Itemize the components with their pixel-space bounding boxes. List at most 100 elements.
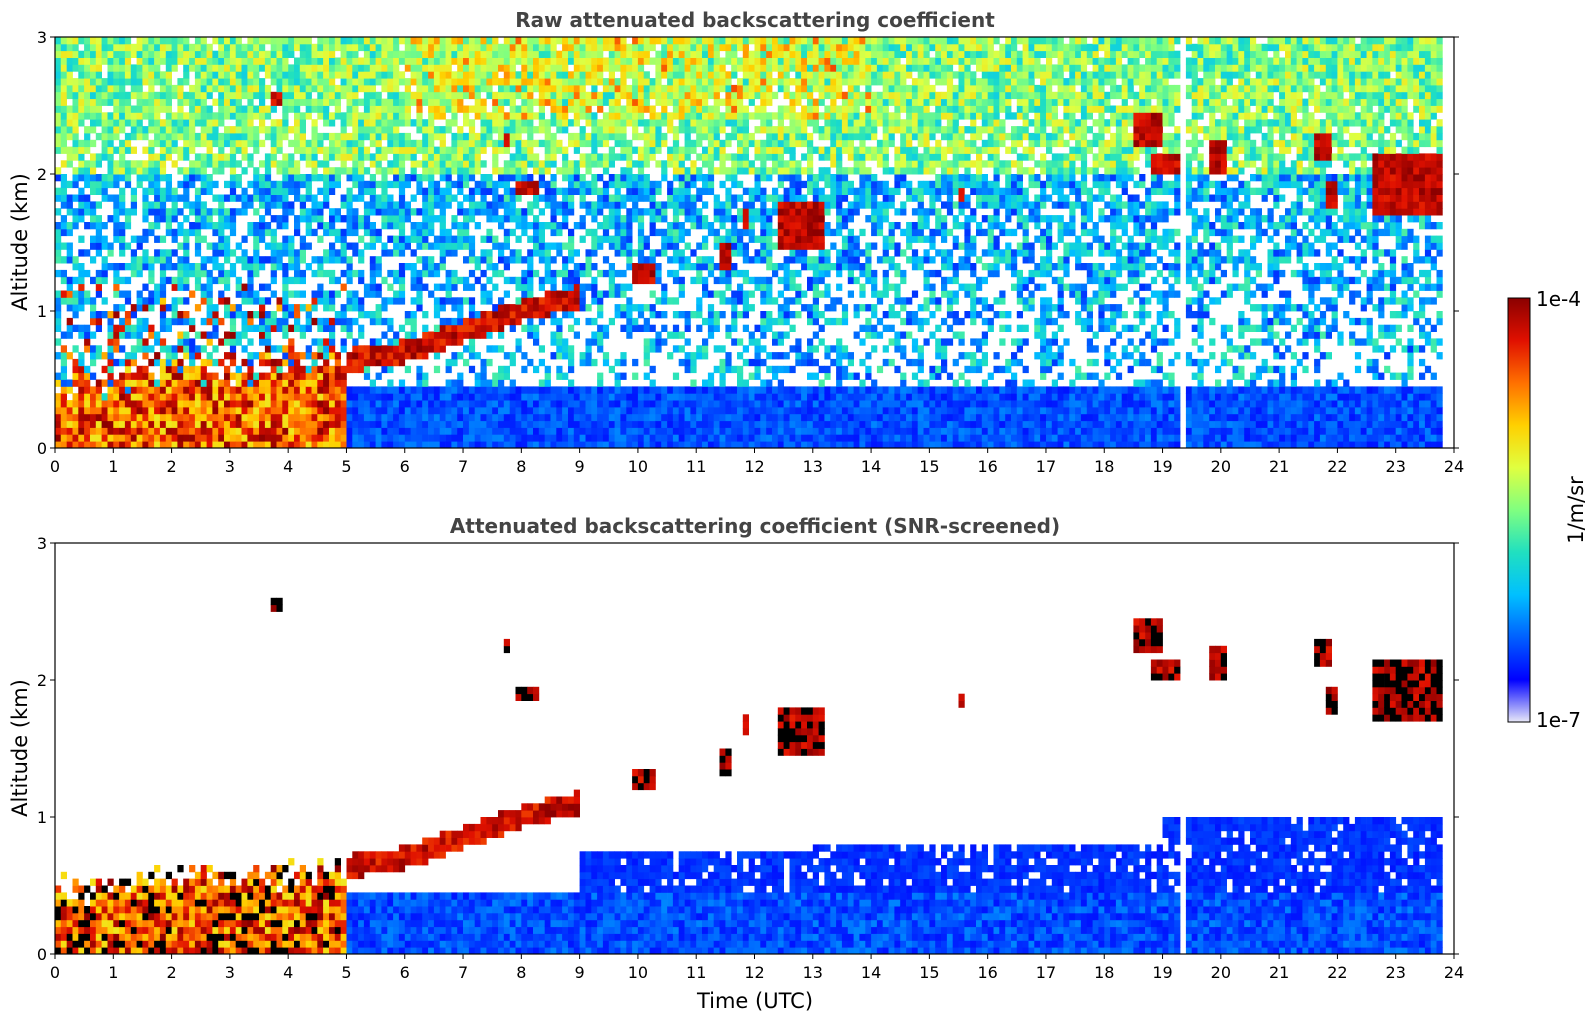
heatmap-cell <box>562 112 569 120</box>
heatmap-cell <box>60 180 67 189</box>
heatmap-cell <box>224 386 231 394</box>
heatmap-cell <box>107 317 114 326</box>
heatmap-cell <box>60 160 67 168</box>
heatmap-cell <box>124 57 132 65</box>
heatmap-cell <box>183 345 190 353</box>
heatmap-cell <box>346 187 353 195</box>
heatmap-cell <box>550 50 557 58</box>
heatmap-cell <box>632 420 639 428</box>
heatmap-cell <box>323 222 330 230</box>
heatmap-cell <box>637 43 645 52</box>
heatmap-cell <box>498 146 505 154</box>
heatmap-cell <box>235 119 242 127</box>
heatmap-cell <box>672 174 680 182</box>
heatmap-cell <box>113 413 120 422</box>
heatmap-cell <box>672 208 680 216</box>
heatmap-cell <box>375 420 382 428</box>
heatmap-cell <box>410 434 417 442</box>
heatmap-cell <box>259 379 266 387</box>
heatmap-cell <box>492 434 499 442</box>
heatmap-cell <box>393 174 400 182</box>
heatmap-cell <box>655 160 662 168</box>
heatmap-cell <box>503 132 510 141</box>
heatmap-cell <box>690 441 697 449</box>
heatmap-cell <box>194 208 202 216</box>
heatmap-cell <box>363 208 371 216</box>
heatmap-cell <box>486 400 493 408</box>
heatmap-cell <box>253 187 260 195</box>
heatmap-cell <box>235 98 242 106</box>
heatmap-cell <box>398 400 406 408</box>
heatmap-cell <box>684 406 691 415</box>
heatmap-cell <box>346 406 353 415</box>
heatmap-cell <box>305 112 312 120</box>
heatmap-cell <box>177 317 184 326</box>
heatmap-cell <box>661 311 668 319</box>
heatmap-cell <box>84 64 91 72</box>
heatmap-cell <box>346 434 353 442</box>
heatmap-cell <box>661 228 668 237</box>
heatmap-cell <box>253 57 260 65</box>
heatmap-cell <box>183 413 190 422</box>
heatmap-cell <box>159 194 167 202</box>
heatmap-cell <box>457 132 464 141</box>
heatmap-cell <box>486 91 493 100</box>
heatmap-cell <box>329 91 336 100</box>
heatmap-cell <box>212 139 219 148</box>
heatmap-cell <box>672 297 680 305</box>
heatmap-cell <box>206 43 213 52</box>
heatmap-cell <box>259 201 266 209</box>
heatmap-cell <box>439 98 446 106</box>
heatmap-cell <box>329 249 336 257</box>
heatmap-cell <box>393 50 400 58</box>
heatmap-cell <box>165 139 172 148</box>
heatmap-cell <box>451 57 458 65</box>
heatmap-cell <box>194 228 202 237</box>
heatmap-cell <box>620 269 627 278</box>
heatmap-cell <box>78 139 85 148</box>
heatmap-cell <box>247 283 254 291</box>
heatmap-cell <box>253 37 260 45</box>
heatmap-cell <box>142 78 149 86</box>
heatmap-cell <box>439 406 446 415</box>
heatmap-cell <box>130 84 137 93</box>
heatmap-cell <box>317 413 324 422</box>
heatmap-cell <box>200 71 207 79</box>
heatmap-cell <box>229 167 237 175</box>
heatmap-cell <box>78 297 85 305</box>
heatmap-cell <box>154 167 161 175</box>
heatmap-cell <box>159 427 167 435</box>
heatmap-cell <box>410 345 417 353</box>
heatmap-cell <box>620 283 627 291</box>
heatmap-cell <box>521 43 528 52</box>
heatmap-cell <box>428 126 435 134</box>
heatmap-cell <box>503 317 510 326</box>
heatmap-cell <box>649 379 656 387</box>
heatmap-cell <box>358 194 365 202</box>
heatmap-cell <box>445 338 452 346</box>
heatmap-cell <box>212 64 219 72</box>
heatmap-cell <box>159 139 167 148</box>
heatmap-cell <box>270 400 277 408</box>
heatmap-cell <box>643 50 650 58</box>
heatmap-cell <box>218 139 225 148</box>
heatmap-cell <box>259 222 266 230</box>
heatmap-cell <box>404 311 411 319</box>
heatmap-cell <box>78 91 85 100</box>
heatmap-cell <box>113 222 120 230</box>
heatmap-cell <box>398 71 406 79</box>
heatmap-cell <box>463 146 470 154</box>
heatmap-cell <box>573 112 580 120</box>
heatmap-cell <box>218 228 225 237</box>
heatmap-cell <box>672 91 680 100</box>
heatmap-cell <box>445 91 452 100</box>
heatmap-cell <box>294 146 301 154</box>
heatmap-cell <box>130 379 137 387</box>
heatmap-cell <box>428 386 435 394</box>
heatmap-cell <box>84 50 91 58</box>
heatmap-cell <box>643 180 650 189</box>
heatmap-cell <box>527 126 534 134</box>
heatmap-cell <box>515 119 522 127</box>
heatmap-cell <box>393 406 400 415</box>
heatmap-cell <box>387 406 394 415</box>
